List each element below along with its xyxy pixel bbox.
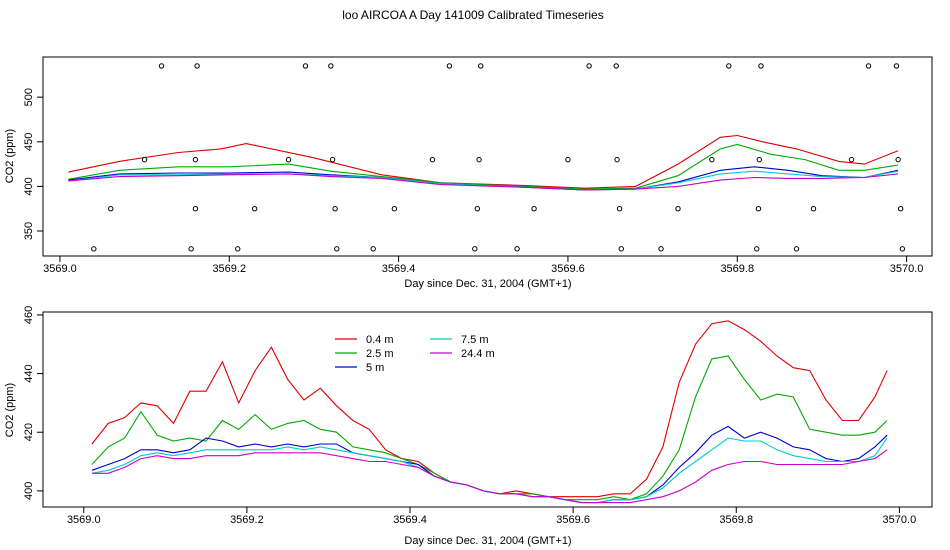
calibration-point (328, 63, 334, 69)
calibration-point (755, 206, 762, 212)
legend-label-0-4-m: 0.4 m (366, 334, 394, 346)
calibration-point (614, 156, 620, 163)
top-x-tick-label: 3569.4 (382, 263, 416, 275)
top-panel: Day since Dec. 31, 2004 (GMT+1) CO2 (ppm… (4, 56, 933, 290)
calibration-point (899, 246, 906, 252)
calibration-point (478, 63, 484, 69)
calibration-point (91, 246, 97, 252)
legend-label-5-m: 5 m (366, 362, 384, 374)
calibration-point (429, 156, 436, 163)
top-y-axis-label: CO2 (ppm) (4, 129, 16, 183)
calibration-point (613, 63, 619, 69)
calibration-point (108, 206, 114, 212)
top-x-tick-label: 3569.0 (43, 263, 77, 275)
bottom-y-axis-label: CO2 (ppm) (4, 383, 16, 437)
top-y-tick-label: 500 (23, 88, 35, 106)
calibration-point (618, 246, 624, 252)
top-x-tick-label: 3569.2 (212, 263, 246, 275)
calibration-point (531, 206, 537, 212)
calibration-point (758, 63, 764, 69)
top-x-tick-label: 3570.0 (890, 263, 924, 275)
calibration-point (897, 206, 904, 212)
calibration-point (514, 246, 520, 252)
calibration-point (865, 63, 872, 69)
calibration-point (616, 206, 623, 212)
calibration-point (793, 246, 800, 252)
calibration-point (334, 246, 340, 252)
legend: 0.4 m 2.5 m 5 m 7.5 m 24.4 m (335, 334, 495, 374)
top-x-axis-label: Day since Dec. 31, 2004 (GMT+1) (404, 278, 571, 290)
legend-label-2-5-m: 2.5 m (366, 348, 394, 360)
legend-label-24-4-m: 24.4 m (461, 348, 495, 360)
bottom-x-tick-label: 3569.0 (67, 514, 101, 526)
top-series-line-7-5-m (68, 170, 899, 191)
calibration-point (893, 63, 900, 69)
bottom-y-tick-label: 420 (23, 423, 35, 441)
calibration-point (141, 156, 148, 163)
top-series-line-24-4-m (68, 173, 899, 191)
calibration-point (756, 156, 762, 163)
bottom-y-tick-label: 400 (23, 482, 35, 500)
calibration-point (235, 246, 241, 252)
calibration-point (476, 156, 482, 163)
calibration-point (895, 156, 901, 163)
bottom-plot-frame (42, 311, 933, 508)
calibration-point (285, 156, 292, 163)
calibration-point (391, 206, 398, 212)
calibration-point (658, 246, 664, 252)
calibration-point (251, 206, 258, 212)
bottom-x-tick-label: 3569.6 (556, 514, 590, 526)
bottom-series-line-2-5-m (91, 355, 888, 501)
bottom-series-line-24-4-m (91, 449, 888, 504)
calibration-point (848, 156, 855, 163)
calibration-point (370, 246, 376, 252)
bottom-y-tick-label: 440 (23, 364, 35, 382)
calibration-point (158, 63, 165, 69)
calibration-point (754, 246, 760, 252)
top-y-tick-label: 350 (23, 222, 35, 240)
bottom-y-tick-label: 460 (23, 306, 35, 324)
bottom-series-line-5-m (91, 425, 888, 504)
calibration-point (192, 206, 199, 212)
bottom-x-tick-label: 3569.4 (393, 514, 427, 526)
top-y-tick-label: 400 (23, 177, 35, 195)
bottom-panel: Day since Dec. 31, 2004 (GMT+1) CO2 (ppm… (4, 306, 933, 547)
calibration-point (810, 206, 817, 212)
legend-label-7-5-m: 7.5 m (461, 334, 489, 346)
figure-title: loo AIRCOA A Day 141009 Calibrated Times… (342, 8, 603, 22)
calibration-point (586, 63, 592, 69)
top-x-tick-label: 3569.8 (720, 263, 754, 275)
calibration-point (332, 206, 338, 212)
top-y-tick-label: 450 (23, 133, 35, 151)
calibration-point (474, 206, 481, 212)
calibration-point (329, 156, 336, 163)
calibration-point (446, 63, 453, 69)
bottom-x-tick-label: 3570.0 (883, 514, 917, 526)
calibration-point (188, 246, 194, 252)
top-plot-frame (42, 56, 933, 257)
calibration-point (709, 156, 715, 163)
calibration-point (192, 156, 199, 163)
calibration-point (194, 63, 200, 69)
bottom-series-line-7-5-m (91, 437, 888, 504)
top-series-line-0-4-m (68, 134, 899, 189)
top-series-line-2-5-m (68, 143, 899, 190)
calibration-point (675, 206, 681, 212)
bottom-x-tick-label: 3569.2 (230, 514, 264, 526)
bottom-x-tick-label: 3569.8 (719, 514, 753, 526)
calibration-point (472, 246, 478, 252)
calibration-point (302, 63, 309, 69)
bottom-x-axis-label: Day since Dec. 31, 2004 (GMT+1) (404, 535, 571, 547)
calibration-point (726, 63, 732, 69)
top-x-tick-label: 3569.6 (551, 263, 585, 275)
calibration-point (565, 156, 571, 163)
